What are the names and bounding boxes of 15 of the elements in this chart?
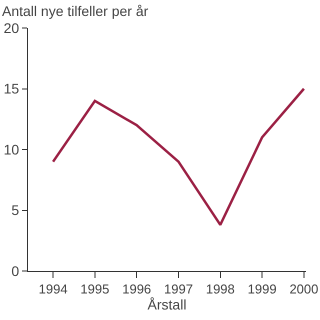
x-tick-label: 1999 (248, 282, 277, 297)
y-tick-label: 20 (4, 20, 20, 36)
x-tick-label: 2000 (289, 282, 318, 297)
x-tick-label: 1994 (38, 282, 68, 297)
y-tick-label: 0 (11, 262, 20, 279)
y-tick-label: 15 (4, 80, 20, 97)
x-tick-label: 1998 (206, 282, 235, 297)
x-axis-title: Årstall (148, 296, 186, 313)
y-axis-title: Antall nye tilfeller per år (2, 3, 149, 19)
line-series (52, 88, 306, 226)
x-tick-label: 1997 (164, 282, 193, 297)
y-tick-label: 10 (4, 141, 20, 158)
x-tick-label: 1996 (122, 282, 152, 297)
x-tick-label: 1995 (80, 282, 110, 297)
y-tick-label: 5 (11, 202, 20, 218)
